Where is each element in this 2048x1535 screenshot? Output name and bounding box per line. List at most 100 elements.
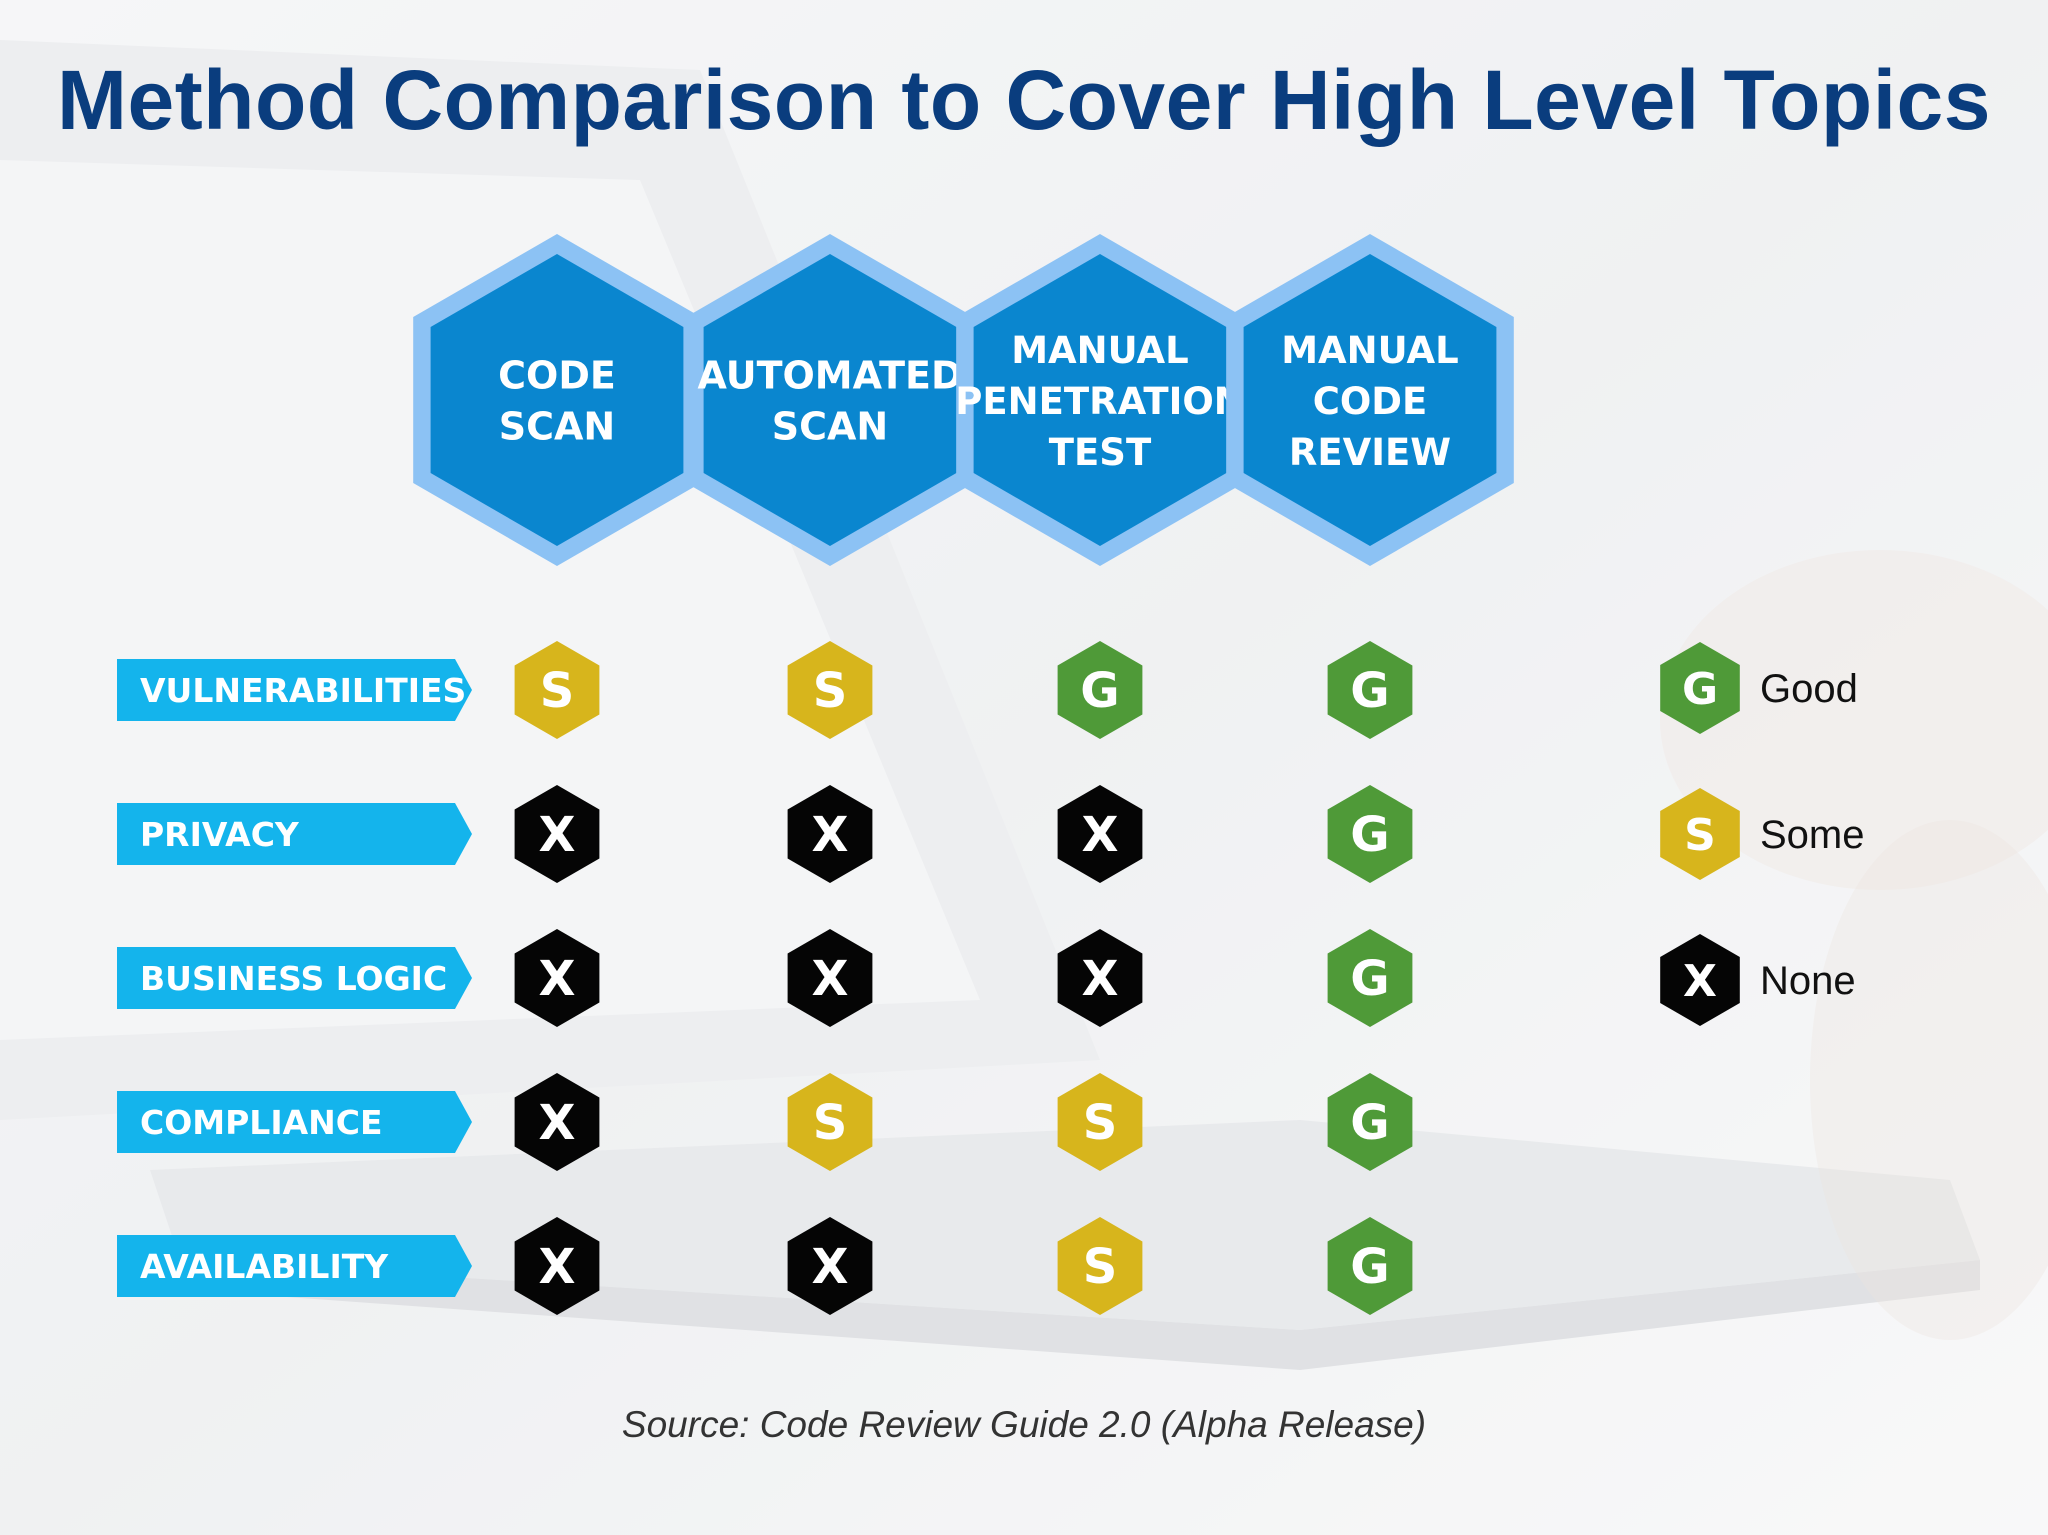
source-note: Source: Code Review Guide 2.0 (Alpha Rel… — [621, 1404, 1427, 1445]
some-hexagon-icon — [1660, 788, 1740, 880]
none-hexagon-icon — [514, 1217, 600, 1315]
topic-label: VULNERABILITIES — [140, 671, 466, 710]
method-label-line: CODE — [1313, 380, 1428, 423]
good-hexagon-icon — [1327, 1217, 1413, 1315]
legend-mark-letter: S — [1684, 810, 1716, 861]
legend-mark-letter: G — [1682, 664, 1718, 715]
rating-letter: X — [538, 1239, 575, 1295]
rating-letter: X — [811, 951, 848, 1007]
method-label-line: TEST — [1049, 431, 1152, 474]
rating-mark-x: X — [514, 929, 600, 1027]
rating-letter: X — [538, 1095, 575, 1151]
method-header-3: MANUAL PENETRATION TEST — [955, 234, 1245, 566]
rating-letter: X — [538, 807, 575, 863]
rating-mark-g: G — [1057, 641, 1143, 739]
method-hexagon — [973, 254, 1227, 546]
good-hexagon-icon — [1327, 929, 1413, 1027]
method-label-line: PENETRATION — [955, 380, 1245, 423]
rating-mark-g: G — [1327, 1217, 1413, 1315]
rating-mark-g: G — [1327, 929, 1413, 1027]
rating-mark-x: X — [787, 929, 873, 1027]
rating-letter: S — [813, 1095, 848, 1151]
rating-mark-s: S — [787, 641, 873, 739]
none-hexagon-icon — [787, 929, 873, 1027]
some-hexagon-icon — [787, 641, 873, 739]
legend-label: Some — [1760, 813, 1865, 857]
topic-label-row-3: BUSINESS LOGIC — [117, 947, 472, 1009]
some-hexagon-icon — [1057, 1073, 1143, 1171]
rating-letter: G — [1350, 1095, 1389, 1151]
topic-label-row-4: COMPLIANCE — [117, 1091, 472, 1153]
method-label-line: CODE — [498, 354, 616, 398]
topic-label-row-5: AVAILABILITY — [117, 1235, 472, 1297]
rating-letter: X — [1081, 951, 1118, 1007]
rating-mark-x: X — [514, 1217, 600, 1315]
method-label-line: MANUAL — [1281, 329, 1459, 372]
topic-label: BUSINESS LOGIC — [140, 959, 447, 998]
method-label-line: MANUAL — [1011, 329, 1189, 372]
rating-letter: X — [538, 951, 575, 1007]
method-hexagon — [1243, 254, 1497, 546]
rating-mark-g: G — [1327, 785, 1413, 883]
rating-mark-g: G — [1327, 1073, 1413, 1171]
topic-label: PRIVACY — [140, 815, 300, 854]
method-label-line: SCAN — [772, 405, 888, 449]
some-hexagon-icon — [1057, 1217, 1143, 1315]
method-header-1: CODE SCAN — [413, 234, 701, 566]
legend-item-some: S Some — [1660, 788, 1865, 880]
rating-letter: G — [1350, 1239, 1389, 1295]
topic-banner — [117, 659, 472, 721]
none-hexagon-icon — [787, 785, 873, 883]
rating-letter: S — [1083, 1095, 1118, 1151]
legend-item-none: X None — [1660, 934, 1856, 1026]
rating-mark-x: X — [787, 1217, 873, 1315]
none-hexagon-icon — [1660, 934, 1740, 1026]
rating-letter: X — [811, 1239, 848, 1295]
rating-mark-x: X — [787, 785, 873, 883]
topic-banner — [117, 803, 472, 865]
none-hexagon-icon — [514, 1073, 600, 1171]
legend-item-good: G Good — [1660, 642, 1858, 734]
topic-banner — [117, 1235, 472, 1297]
method-hexagon — [430, 254, 684, 546]
topic-label-row-1: VULNERABILITIES — [117, 659, 472, 721]
legend-label: Good — [1760, 667, 1858, 711]
rating-mark-x: X — [1057, 785, 1143, 883]
rating-mark-x: X — [514, 785, 600, 883]
method-label-line: SCAN — [499, 405, 615, 449]
topic-banner — [117, 1091, 472, 1153]
rating-letter: X — [811, 807, 848, 863]
legend-label: None — [1760, 959, 1856, 1003]
method-label-line: AUTOMATED — [697, 354, 962, 398]
good-hexagon-icon — [1660, 642, 1740, 734]
topic-label: COMPLIANCE — [140, 1103, 383, 1142]
good-hexagon-icon — [1327, 785, 1413, 883]
rating-letter: X — [1081, 807, 1118, 863]
none-hexagon-icon — [514, 929, 600, 1027]
rating-letter: S — [540, 663, 575, 719]
good-hexagon-icon — [1057, 641, 1143, 739]
none-hexagon-icon — [1057, 785, 1143, 883]
rating-mark-s: S — [1057, 1073, 1143, 1171]
rating-letter: G — [1080, 663, 1119, 719]
rating-mark-s: S — [1057, 1217, 1143, 1315]
rating-letter: G — [1350, 951, 1389, 1007]
topic-label-row-2: PRIVACY — [117, 803, 472, 865]
rating-letter: S — [813, 663, 848, 719]
rating-mark-g: G — [1327, 641, 1413, 739]
rating-mark-x: X — [1057, 929, 1143, 1027]
legend-mark-letter: X — [1683, 956, 1717, 1007]
some-hexagon-icon — [787, 1073, 873, 1171]
method-header-2: AUTOMATED SCAN — [686, 234, 974, 566]
topic-banner — [117, 947, 472, 1009]
none-hexagon-icon — [1057, 929, 1143, 1027]
rating-mark-s: S — [514, 641, 600, 739]
rating-mark-s: S — [787, 1073, 873, 1171]
good-hexagon-icon — [1327, 1073, 1413, 1171]
method-label-line: REVIEW — [1289, 431, 1451, 474]
some-hexagon-icon — [514, 641, 600, 739]
method-header-4: MANUAL CODE REVIEW — [1226, 234, 1514, 566]
rating-letter: G — [1350, 807, 1389, 863]
page-title: Method Comparison to Cover High Level To… — [57, 53, 1991, 147]
